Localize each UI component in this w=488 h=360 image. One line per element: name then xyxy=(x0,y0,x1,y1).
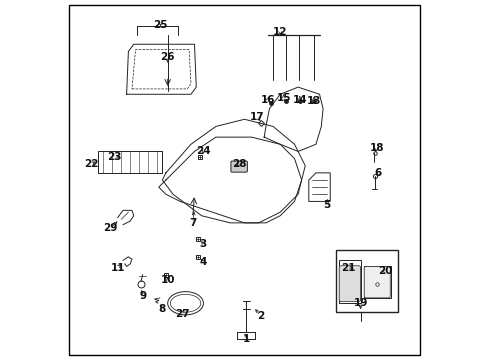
Bar xyxy=(339,260,360,303)
Text: 23: 23 xyxy=(107,152,121,162)
Text: 29: 29 xyxy=(103,223,118,233)
Text: 5: 5 xyxy=(323,200,329,210)
Text: 26: 26 xyxy=(160,52,175,62)
Text: 28: 28 xyxy=(231,159,246,169)
Text: 15: 15 xyxy=(276,93,290,103)
Text: 4: 4 xyxy=(199,257,207,267)
Text: 9: 9 xyxy=(139,291,146,301)
Text: 8: 8 xyxy=(159,303,165,314)
FancyBboxPatch shape xyxy=(230,161,247,172)
Text: 12: 12 xyxy=(272,27,287,37)
Text: 16: 16 xyxy=(260,95,274,105)
Text: 10: 10 xyxy=(160,275,175,285)
Text: 18: 18 xyxy=(368,143,383,153)
Text: 6: 6 xyxy=(374,168,381,178)
Text: 1: 1 xyxy=(242,334,249,344)
FancyBboxPatch shape xyxy=(364,266,389,298)
Text: 21: 21 xyxy=(340,262,355,273)
Text: 17: 17 xyxy=(249,112,264,122)
Text: 25: 25 xyxy=(153,19,167,30)
Text: 22: 22 xyxy=(83,159,98,169)
Text: 14: 14 xyxy=(292,95,306,105)
Text: 20: 20 xyxy=(378,266,392,276)
Text: 24: 24 xyxy=(196,147,210,157)
Text: 2: 2 xyxy=(256,311,264,321)
Bar xyxy=(335,249,397,312)
Text: 13: 13 xyxy=(306,96,321,107)
Text: 27: 27 xyxy=(174,309,189,319)
Text: 3: 3 xyxy=(200,239,206,249)
Text: 19: 19 xyxy=(353,298,367,308)
Text: 11: 11 xyxy=(110,262,124,273)
Text: 7: 7 xyxy=(189,218,196,228)
Bar xyxy=(364,266,390,298)
FancyBboxPatch shape xyxy=(339,266,360,301)
